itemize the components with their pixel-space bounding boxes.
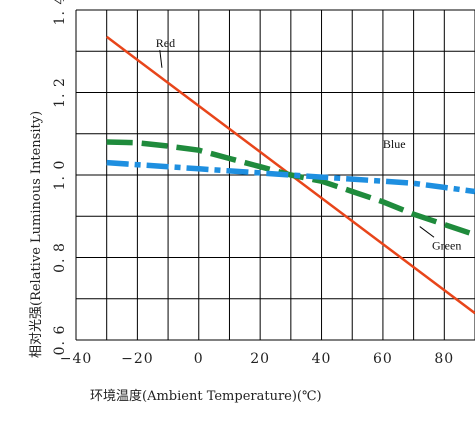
y-tick-label: 1. 0 [52, 160, 68, 191]
x-tick-label: 60 [373, 351, 393, 367]
tick-labels: −40 −20 0 20 40 60 80 0. 6 0. 8 1. 0 1. 2 1. 4 [52, 0, 454, 367]
series-label-green: Green [432, 238, 461, 252]
x-tick-label: 0 [194, 351, 204, 367]
series-label-red: Red [156, 36, 175, 50]
x-tick-label: 80 [434, 351, 454, 367]
annotation-pointer [159, 50, 163, 68]
y-axis-title: 相对光强(Relative Luminous Intensity) [29, 111, 44, 358]
y-tick-label: 1. 2 [52, 77, 68, 108]
x-tick-label: 40 [312, 351, 332, 367]
y-tick-label: 1. 4 [52, 0, 68, 25]
x-tick-label: −40 [60, 351, 93, 367]
annotations: Red Blue Green [156, 36, 462, 252]
y-tick-label: 0. 8 [52, 242, 68, 273]
series-line-blue [106, 159, 475, 195]
x-tick-label: 20 [250, 351, 270, 367]
x-axis-title: 环境温度(Ambient Temperature)(℃) [90, 388, 322, 404]
series-line-green [106, 139, 475, 238]
series-layer [105, 35, 475, 315]
series-label-blue: Blue [383, 137, 406, 151]
annotation-pointer [419, 226, 435, 238]
y-tick-label: 0. 6 [52, 325, 68, 356]
x-tick-label: −20 [121, 351, 154, 367]
